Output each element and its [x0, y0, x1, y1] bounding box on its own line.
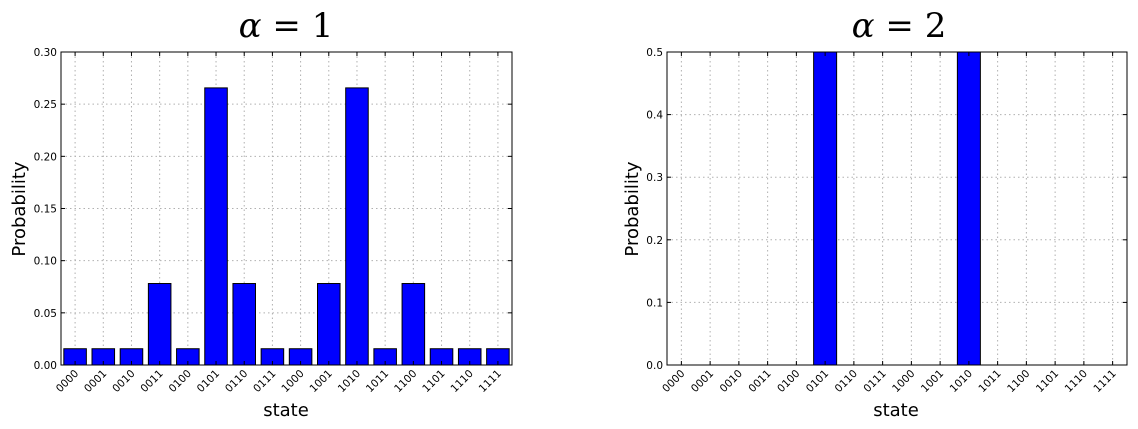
x-tick-label: 1101 [420, 368, 447, 395]
y-tick-label: 0.4 [646, 110, 663, 122]
bar-1100 [401, 283, 426, 366]
plot-frame [60, 51, 513, 366]
x-tick-label: 1011 [976, 368, 1003, 395]
x-tick-label: 0101 [804, 368, 831, 395]
x-tick-label: 1001 [919, 368, 946, 395]
plot-frame [666, 51, 1128, 366]
y-tick-label: 0.0 [646, 360, 663, 372]
x-tick-label: 1100 [392, 368, 419, 395]
x-tick-label: 0000 [54, 368, 81, 395]
bar-1010 [956, 51, 981, 366]
x-tick-label: 1011 [364, 368, 391, 395]
x-tick-label: 1111 [477, 368, 504, 395]
x-tick-label: 0101 [195, 368, 222, 395]
y-axis-label: Probability [622, 161, 643, 256]
x-tick-label: 0001 [689, 368, 716, 395]
bar-0101 [204, 87, 228, 366]
x-tick-label: 1001 [308, 368, 335, 395]
x-tick-label: 0111 [251, 368, 278, 395]
x-tick-label: 1111 [1091, 368, 1118, 395]
x-tick-label: 0100 [775, 368, 802, 395]
y-tick-label: 0.00 [34, 360, 57, 372]
x-tick-label: 0011 [138, 368, 165, 395]
x-tick-label: 0110 [833, 368, 860, 395]
x-axis-label: state [873, 400, 919, 421]
x-tick-label: 0111 [861, 368, 888, 395]
x-tick-label: 0100 [167, 368, 194, 395]
x-tick-label: 1100 [1005, 368, 1032, 395]
x-tick-label: 0001 [82, 368, 109, 395]
y-tick-label: 0.1 [646, 297, 663, 309]
y-axis-label: Probability [9, 161, 30, 256]
x-tick-label: 1110 [1063, 368, 1090, 395]
x-tick-label: 0110 [223, 368, 250, 395]
y-tick-label: 0.20 [34, 151, 57, 163]
x-axis-label: state [263, 400, 309, 421]
bar-0011 [147, 283, 172, 366]
chart-title: α = 1 [239, 6, 334, 46]
chart-alpha-1: α = 1 state Probability 0.00 0.05 0.10 0.15… [9, 6, 513, 421]
x-tick-label: 1010 [336, 368, 363, 395]
y-tick-label: 0.15 [34, 204, 57, 216]
bar-1001 [317, 283, 341, 366]
x-tick-label: 0011 [746, 368, 773, 395]
bar-0110 [232, 283, 256, 366]
y-tick-label: 0.10 [34, 256, 57, 268]
x-tick-label: 1010 [948, 368, 975, 395]
x-tick-label: 1000 [279, 368, 306, 395]
y-tick-label: 0.30 [34, 47, 57, 59]
x-tick-label: 0010 [718, 368, 745, 395]
y-tick-label: 0.25 [34, 99, 57, 111]
chart-title: α = 2 [852, 6, 947, 46]
chart-alpha-2: α = 2 state Probability 0.0 0.1 0.2 0.3 0.4 0… [622, 6, 1128, 421]
x-tick-label: 0000 [660, 368, 687, 395]
x-tick-label: 1101 [1034, 368, 1061, 395]
y-tick-label: 0.05 [34, 308, 57, 320]
y-tick-label: 0.5 [646, 47, 663, 59]
y-tick-label: 0.2 [646, 235, 663, 247]
x-tick-label: 1110 [448, 368, 475, 395]
x-tick-label: 1000 [890, 368, 917, 395]
y-tick-label: 0.3 [646, 172, 663, 184]
x-tick-label: 0010 [110, 368, 137, 395]
bar-0101 [813, 51, 838, 366]
bar-1010 [345, 87, 369, 366]
